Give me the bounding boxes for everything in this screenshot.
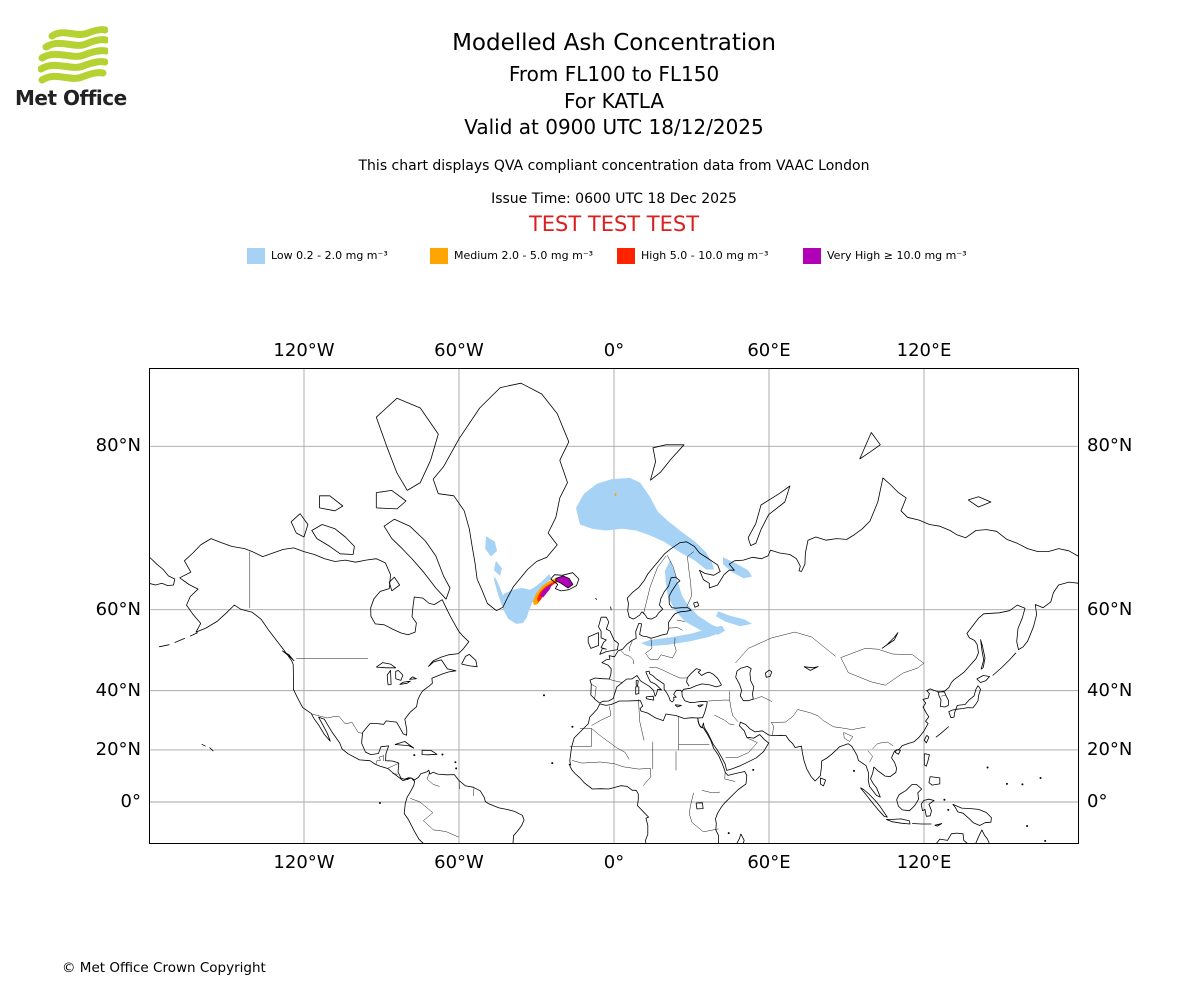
legend-swatch bbox=[617, 247, 635, 264]
lon-tick-label: 60°E bbox=[747, 340, 791, 361]
lon-tick-label: 120°W bbox=[273, 340, 335, 361]
legend-label: High 5.0 - 10.0 mg m⁻³ bbox=[641, 249, 769, 262]
lon-tick-label: 0° bbox=[603, 852, 625, 873]
legend-item-medium: Medium 2.0 - 5.0 mg m⁻³ bbox=[430, 245, 594, 264]
valid-time-subtitle: Valid at 0900 UTC 18/12/2025 bbox=[464, 115, 764, 139]
copyright: © Met Office Crown Copyright bbox=[62, 960, 266, 976]
lat-tick-label: 80°N bbox=[1087, 435, 1133, 457]
qva-description: This chart displays QVA compliant concen… bbox=[358, 158, 870, 174]
lat-tick-label: 20°N bbox=[1087, 738, 1133, 760]
legend-swatch bbox=[430, 247, 448, 264]
lat-tick-label: 60°N bbox=[1087, 598, 1133, 620]
lat-tick-label: 0° bbox=[120, 791, 141, 812]
logo-waves-icon bbox=[38, 26, 108, 84]
issue-time: Issue Time: 0600 UTC 18 Dec 2025 bbox=[491, 191, 737, 207]
legend-swatch bbox=[247, 247, 265, 264]
legend-label: Very High ≥ 10.0 mg m⁻³ bbox=[827, 249, 967, 262]
legend-label: Low 0.2 - 2.0 mg m⁻³ bbox=[271, 249, 388, 262]
legend-item-very-high: Very High ≥ 10.0 mg m⁻³ bbox=[803, 245, 967, 264]
lat-tick-label: 40°N bbox=[95, 679, 141, 701]
legend-item-low: Low 0.2 - 2.0 mg m⁻³ bbox=[247, 245, 388, 264]
volcano-subtitle: For KATLA bbox=[564, 89, 664, 113]
lon-tick-label: 60°E bbox=[747, 852, 791, 873]
world-map bbox=[149, 368, 1079, 844]
legend-item-high: High 5.0 - 10.0 mg m⁻³ bbox=[617, 245, 769, 264]
lat-tick-label: 40°N bbox=[1087, 679, 1133, 701]
flight-level-subtitle: From FL100 to FL150 bbox=[508, 62, 720, 86]
lon-tick-label: 60°W bbox=[434, 340, 484, 361]
lon-tick-label: 120°E bbox=[896, 340, 952, 361]
lat-tick-label: 20°N bbox=[95, 738, 141, 760]
lon-tick-label: 120°W bbox=[273, 852, 335, 873]
legend-swatch bbox=[803, 247, 821, 264]
met-office-logo: Met Office bbox=[14, 22, 134, 117]
test-banner: TEST TEST TEST bbox=[528, 212, 700, 236]
lon-tick-label: 0° bbox=[603, 340, 625, 361]
lat-tick-label: 60°N bbox=[95, 598, 141, 620]
page-title: Modelled Ash Concentration bbox=[452, 30, 776, 56]
lat-tick-label: 80°N bbox=[95, 435, 141, 457]
lat-tick-label: 0° bbox=[1087, 791, 1108, 812]
legend-label: Medium 2.0 - 5.0 mg m⁻³ bbox=[454, 249, 594, 262]
lon-tick-label: 120°E bbox=[896, 852, 952, 873]
logo-text: Met Office bbox=[15, 86, 127, 110]
lon-tick-label: 60°W bbox=[434, 852, 484, 873]
